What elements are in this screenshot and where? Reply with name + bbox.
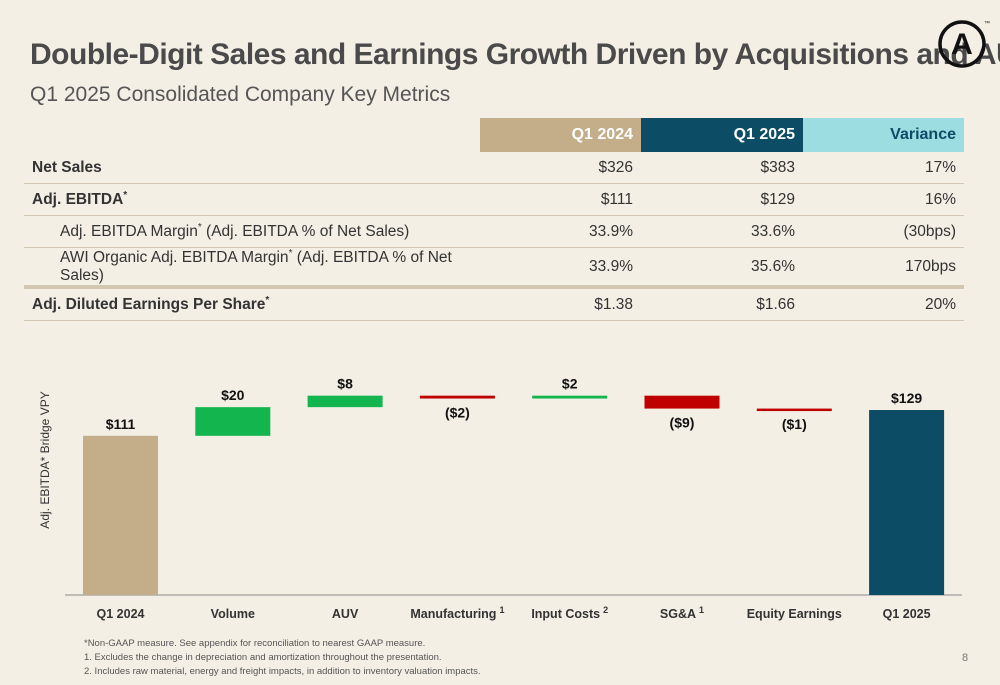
footnote-2: 2. Includes raw material, energy and fre… bbox=[84, 666, 481, 677]
cell-q1-2024: $1.38 bbox=[480, 285, 641, 322]
cell-q1-2025: 33.6% bbox=[641, 215, 803, 248]
cell-q1-2024: 33.9% bbox=[480, 247, 641, 288]
footnote-mark: 1 bbox=[499, 605, 504, 615]
footnote-mark: 1 bbox=[699, 605, 704, 615]
row-label: Adj. Diluted Earnings Per Share* bbox=[24, 285, 480, 322]
non-gaap-mark: * bbox=[265, 295, 270, 307]
column-header-q1-2025: Q1 2025 bbox=[641, 118, 803, 152]
table-row-adj-ebitda-margin: Adj. EBITDA Margin* (Adj. EBITDA % of Ne… bbox=[24, 215, 964, 248]
x-tick-input-costs: Input Costs 2 bbox=[531, 605, 608, 621]
logo-trademark: ™ bbox=[984, 20, 990, 27]
table-row-adj-eps: Adj. Diluted Earnings Per Share* $1.38 $… bbox=[24, 285, 964, 322]
cell-variance: 20% bbox=[803, 285, 964, 322]
x-tick-sg-a: SG&A 1 bbox=[660, 605, 704, 621]
cell-q1-2024: $326 bbox=[480, 152, 641, 184]
cell-variance: 16% bbox=[803, 183, 964, 216]
row-label: Adj. EBITDA Margin* (Adj. EBITDA % of Ne… bbox=[24, 215, 480, 248]
page-number: 8 bbox=[962, 652, 969, 664]
column-header-variance: Variance bbox=[803, 118, 964, 152]
bar-q1-2025 bbox=[869, 410, 945, 595]
table-row-adj-ebitda: Adj. EBITDA* $111 $129 16% bbox=[24, 183, 964, 216]
y-axis-label: Adj. EBITDA* Bridge VPY bbox=[38, 391, 52, 528]
non-gaap-mark: * bbox=[288, 248, 293, 259]
data-label-equity-earnings: ($1) bbox=[782, 416, 807, 432]
cell-q1-2024: $111 bbox=[480, 183, 641, 216]
row-label: AWI Organic Adj. EBITDA Margin* (Adj. EB… bbox=[24, 247, 480, 288]
x-tick-q1-2025: Q1 2025 bbox=[883, 607, 931, 621]
bar-auv bbox=[307, 395, 383, 408]
row-label: Net Sales bbox=[24, 152, 480, 184]
cell-q1-2024: 33.9% bbox=[480, 215, 641, 248]
row-label: Adj. EBITDA* bbox=[24, 183, 480, 216]
cell-q1-2025: 35.6% bbox=[641, 247, 803, 288]
footnote-non-gaap: *Non-GAAP measure. See appendix for reco… bbox=[84, 638, 426, 649]
bar-sg-a bbox=[644, 395, 720, 409]
column-header-q1-2024: Q1 2024 bbox=[480, 118, 641, 152]
data-label-q1-2024: $111 bbox=[106, 416, 136, 432]
data-label-volume: $20 bbox=[221, 387, 245, 403]
table-row-organic-adj-ebitda-margin: AWI Organic Adj. EBITDA Margin* (Adj. EB… bbox=[24, 247, 964, 288]
non-gaap-mark: * bbox=[197, 221, 202, 233]
footnote-mark: 2 bbox=[603, 605, 608, 615]
bar-volume bbox=[195, 407, 271, 436]
logo-letter: A bbox=[951, 28, 973, 61]
x-tick-equity-earnings: Equity Earnings bbox=[747, 607, 842, 621]
ebitda-bridge-chart: Adj. EBITDA* Bridge VPY $111 Q1 2024 $20 Vo… bbox=[38, 376, 962, 621]
bar-input-costs bbox=[532, 395, 608, 399]
company-logo: A ™ bbox=[938, 20, 990, 68]
cell-variance: 17% bbox=[803, 152, 964, 184]
cell-variance: (30bps) bbox=[803, 215, 964, 248]
x-tick-volume: Volume bbox=[211, 607, 255, 621]
data-label-manufacturing: ($2) bbox=[445, 405, 470, 421]
x-tick-manufacturing: Manufacturing 1 bbox=[410, 605, 504, 621]
cell-q1-2025: $383 bbox=[641, 152, 803, 184]
data-label-sg-a: ($9) bbox=[670, 415, 695, 431]
cell-q1-2025: $129 bbox=[641, 183, 803, 216]
table-row-net-sales: Net Sales $326 $383 17% bbox=[24, 152, 964, 184]
table-header-row: Q1 2024 Q1 2025 Variance bbox=[24, 118, 964, 152]
data-label-q1-2025: $129 bbox=[891, 390, 922, 406]
header-blank-cell bbox=[24, 118, 480, 152]
bar-manufacturing bbox=[419, 395, 495, 399]
footnote-1: 1. Excludes the change in depreciation a… bbox=[84, 652, 442, 663]
cell-variance: 170bps bbox=[803, 247, 964, 288]
x-tick-auv: AUV bbox=[332, 607, 359, 621]
cell-q1-2025: $1.66 bbox=[641, 285, 803, 322]
page-subtitle: Q1 2025 Consolidated Company Key Metrics bbox=[30, 83, 451, 106]
non-gaap-mark: * bbox=[123, 189, 128, 201]
footnotes: *Non-GAAP measure. See appendix for reco… bbox=[84, 637, 481, 679]
data-label-auv: $8 bbox=[337, 376, 353, 392]
key-metrics-table: Q1 2024 Q1 2025 Variance Net Sales $326 … bbox=[24, 118, 964, 322]
page-title: Double-Digit Sales and Earnings Growth D… bbox=[30, 38, 1000, 71]
data-label-input-costs: $2 bbox=[562, 376, 578, 392]
bar-q1-2024 bbox=[83, 435, 158, 595]
bar-equity-earnings bbox=[756, 408, 832, 412]
x-tick-q1-2024: Q1 2024 bbox=[97, 607, 145, 621]
